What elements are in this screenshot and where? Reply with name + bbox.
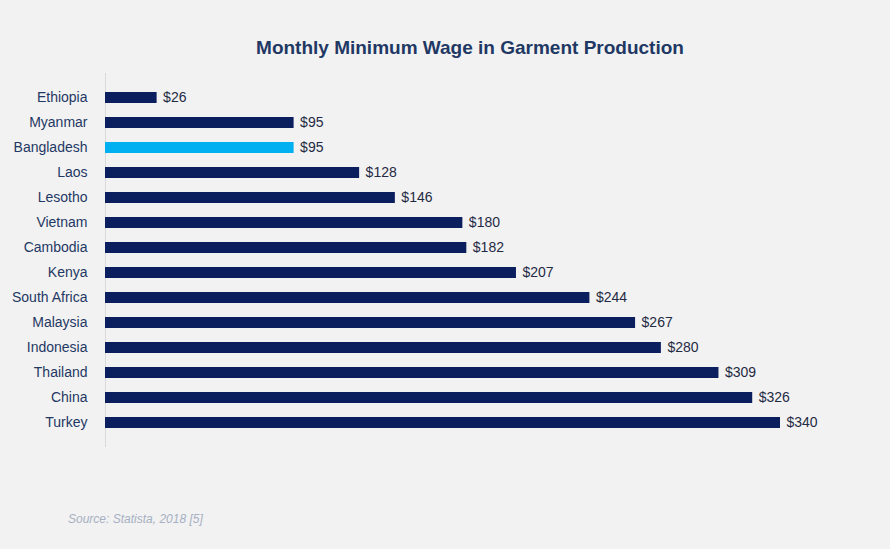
svg-text:$146: $146 — [401, 189, 432, 205]
svg-text:$95: $95 — [300, 114, 324, 130]
svg-text:Turkey: Turkey — [45, 414, 87, 430]
html-text:Source: Statista, 2018 [5]: Source: Statista, 2018 [5] — [68, 512, 203, 526]
svg-text:Thailand: Thailand — [34, 364, 88, 380]
svg-text:Ethiopia: Ethiopia — [37, 89, 88, 105]
svg-text:Bangladesh: Bangladesh — [14, 139, 88, 155]
svg-text:$326: $326 — [759, 389, 790, 405]
svg-text:$244: $244 — [596, 289, 627, 305]
svg-text:Indonesia: Indonesia — [27, 339, 88, 355]
svg-text:$180: $180 — [469, 214, 500, 230]
svg-text:Lesotho: Lesotho — [38, 189, 88, 205]
html-text:Monthly Minimum Wage in Garmen: Monthly Minimum Wage in Garment Producti… — [256, 37, 684, 58]
svg-text:Laos: Laos — [57, 164, 87, 180]
svg-text:$340: $340 — [787, 414, 818, 430]
svg-text:Kenya: Kenya — [48, 264, 88, 280]
svg-text:Myanmar: Myanmar — [29, 114, 88, 130]
svg-text:$280: $280 — [667, 339, 698, 355]
svg-text:Malaysia: Malaysia — [32, 314, 87, 330]
svg-text:Cambodia: Cambodia — [24, 239, 88, 255]
svg-text:$182: $182 — [473, 239, 504, 255]
svg-text:$95: $95 — [300, 139, 324, 155]
svg-text:South Africa: South Africa — [12, 289, 88, 305]
svg-text:$309: $309 — [725, 364, 756, 380]
svg-text:Vietnam: Vietnam — [36, 214, 87, 230]
svg-text:$128: $128 — [366, 164, 397, 180]
svg-text:$267: $267 — [642, 314, 673, 330]
svg-text:$207: $207 — [522, 264, 553, 280]
svg-text:China: China — [51, 389, 88, 405]
svg-text:$26: $26 — [163, 89, 187, 105]
